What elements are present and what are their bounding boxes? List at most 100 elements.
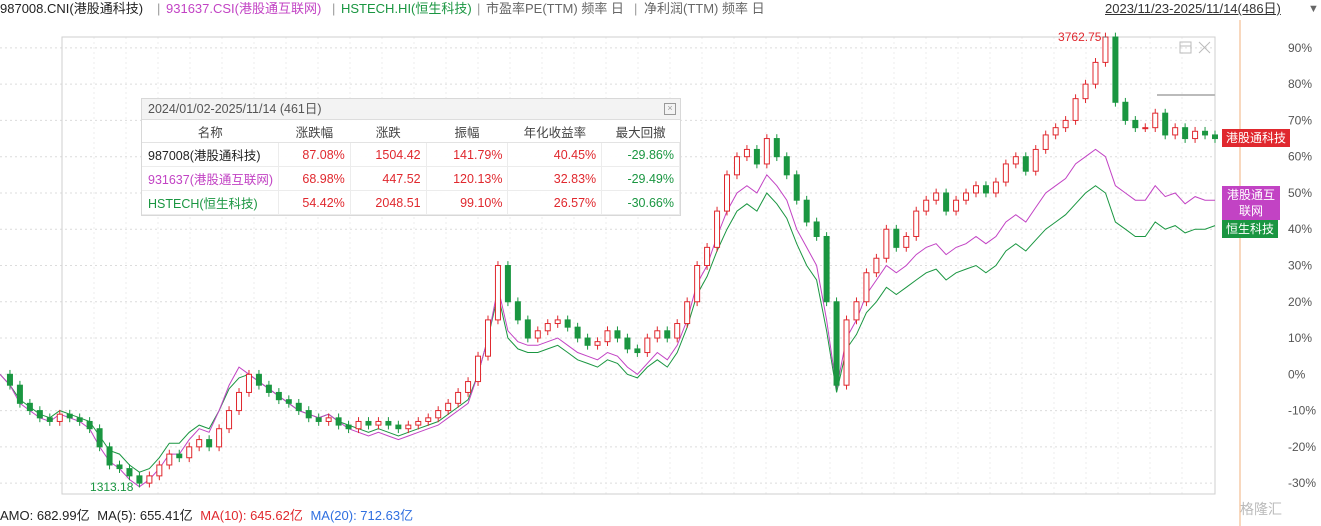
candle-body bbox=[475, 355, 482, 383]
candle-body bbox=[1002, 163, 1009, 183]
stats-col-header[interactable]: 名称 bbox=[142, 120, 279, 143]
legend-tag-cni: 港股通科技 bbox=[1222, 129, 1291, 147]
stats-row[interactable]: 931637(港股通互联网) 68.98% 447.52 120.13% 32.83% -… bbox=[142, 166, 680, 191]
stats-col-header[interactable]: 振幅 bbox=[426, 120, 508, 143]
candle-body bbox=[1182, 127, 1189, 140]
candle-body bbox=[245, 373, 252, 393]
candle-body bbox=[504, 265, 511, 303]
candle-body bbox=[1082, 83, 1089, 100]
candle-body bbox=[1032, 148, 1039, 172]
candle-body bbox=[963, 192, 970, 201]
stats-cell: 931637(港股通互联网) bbox=[142, 166, 280, 191]
candle-body bbox=[116, 464, 123, 470]
stats-col-header[interactable]: 最大回撤 bbox=[601, 120, 680, 143]
candle-body bbox=[86, 420, 93, 430]
hstech-title[interactable]: HSTECH.HI(恒生科技) bbox=[341, 1, 472, 16]
candle-body bbox=[943, 192, 950, 212]
stats-period: 2024/01/02-2025/11/14 (461日) × bbox=[142, 99, 680, 120]
candle-body bbox=[1042, 134, 1049, 150]
candle-body bbox=[514, 301, 521, 321]
candle-body bbox=[604, 330, 611, 343]
ma20-value: MA(20): 712.63亿 bbox=[310, 508, 414, 523]
cni-title[interactable]: 987008.CNI(港股通科技) bbox=[0, 1, 144, 16]
candle-body bbox=[674, 323, 681, 339]
candle-body bbox=[863, 272, 870, 303]
candle-body bbox=[335, 417, 342, 426]
candle-body bbox=[1202, 130, 1209, 136]
candle-body bbox=[56, 413, 63, 422]
candle-body bbox=[913, 210, 920, 237]
candle-body bbox=[1152, 112, 1159, 129]
candle-body bbox=[265, 384, 272, 393]
candle-body bbox=[1072, 98, 1079, 121]
candle-body bbox=[873, 257, 880, 274]
candle-body bbox=[196, 439, 203, 448]
candle-body bbox=[554, 319, 561, 325]
y-tick-label: 50% bbox=[1288, 186, 1312, 200]
series-line bbox=[0, 148, 1215, 488]
date-range-selector[interactable]: 2023/11/23-2025/11/14(486日) bbox=[1105, 1, 1281, 16]
y-tick-label: 40% bbox=[1288, 222, 1312, 236]
candle-body bbox=[435, 410, 442, 419]
stats-col-header[interactable]: 涨跌 bbox=[350, 120, 427, 143]
close-icon[interactable] bbox=[1198, 41, 1211, 54]
candle-body bbox=[843, 319, 850, 386]
candle-body bbox=[972, 185, 979, 194]
csi-title[interactable]: 931637.CSI(港股通互联网) bbox=[166, 1, 322, 16]
stats-cell: -30.66% bbox=[601, 190, 680, 215]
candle-body bbox=[295, 402, 302, 412]
candle-body bbox=[345, 424, 352, 430]
candle-body bbox=[833, 301, 840, 386]
stats-col-header[interactable]: 年化收益率 bbox=[507, 120, 602, 143]
stats-cell: 447.52 bbox=[350, 166, 427, 191]
y-axis-ticks: 90% 80% 70% 60% 50% 40% 30% 20% 10% 0% -10% -20% -30… bbox=[1288, 41, 1316, 490]
candle-body bbox=[893, 228, 900, 248]
candle-body bbox=[375, 420, 382, 426]
candle-body bbox=[524, 319, 531, 339]
legend-tag-hstech: 恒生科技 bbox=[1222, 220, 1279, 238]
candle-body bbox=[992, 181, 999, 194]
maximize-icon[interactable] bbox=[1179, 41, 1192, 54]
stats-cell: 40.45% bbox=[507, 142, 603, 167]
candle-body bbox=[365, 420, 372, 426]
candle-body bbox=[534, 330, 541, 339]
candles bbox=[6, 32, 1218, 488]
candle-body bbox=[226, 410, 233, 430]
candle-body bbox=[704, 246, 711, 267]
stats-close-icon[interactable]: × bbox=[664, 103, 676, 115]
candle-body bbox=[146, 475, 153, 484]
stats-col-header[interactable]: 涨跌幅 bbox=[278, 120, 351, 143]
pe-indicator[interactable]: 市盈率PE(TTM) 频率 日 bbox=[486, 1, 624, 16]
candle-body bbox=[923, 199, 930, 212]
stats-cell: -29.86% bbox=[601, 142, 680, 167]
stats-row[interactable]: HSTECH(恒生科技) 54.42% 2048.51 99.10% 26.57% -30… bbox=[142, 190, 680, 215]
candle-body bbox=[16, 384, 23, 404]
candle-body bbox=[46, 417, 53, 422]
chart-annotations: 3762.75 1313.18 bbox=[90, 30, 1215, 494]
separator: | bbox=[634, 1, 638, 16]
candle-body bbox=[1212, 134, 1218, 140]
candle-body bbox=[564, 319, 571, 328]
candle-body bbox=[325, 417, 332, 422]
candle-body bbox=[763, 138, 770, 165]
y-tick-label: 70% bbox=[1288, 113, 1312, 127]
candle-body bbox=[465, 381, 472, 393]
candle-body bbox=[634, 348, 641, 354]
candle-body bbox=[156, 464, 163, 477]
candle-body bbox=[783, 156, 790, 176]
dropdown-arrow-icon[interactable]: ▼ bbox=[1308, 3, 1319, 15]
candle-body bbox=[773, 138, 780, 158]
candle-body bbox=[415, 420, 422, 426]
candle-body bbox=[425, 417, 432, 422]
plot-frame bbox=[61, 36, 1216, 495]
y-tick-label: -10% bbox=[1288, 404, 1316, 418]
candle-body bbox=[714, 210, 721, 248]
chart-header: 987008.CNI(港股通科技) | 931637.CSI(港股通互联网) |… bbox=[0, 0, 1321, 20]
candle-body bbox=[76, 417, 83, 422]
profit-indicator[interactable]: 净利润(TTM) 频率 日 bbox=[644, 1, 765, 16]
stats-cell: 2048.51 bbox=[350, 190, 427, 215]
candle-body bbox=[574, 326, 581, 339]
candle-body bbox=[793, 174, 800, 201]
stats-row[interactable]: 987008(港股通科技) 87.08% 1504.42 141.79% 40.45% -… bbox=[142, 142, 680, 167]
